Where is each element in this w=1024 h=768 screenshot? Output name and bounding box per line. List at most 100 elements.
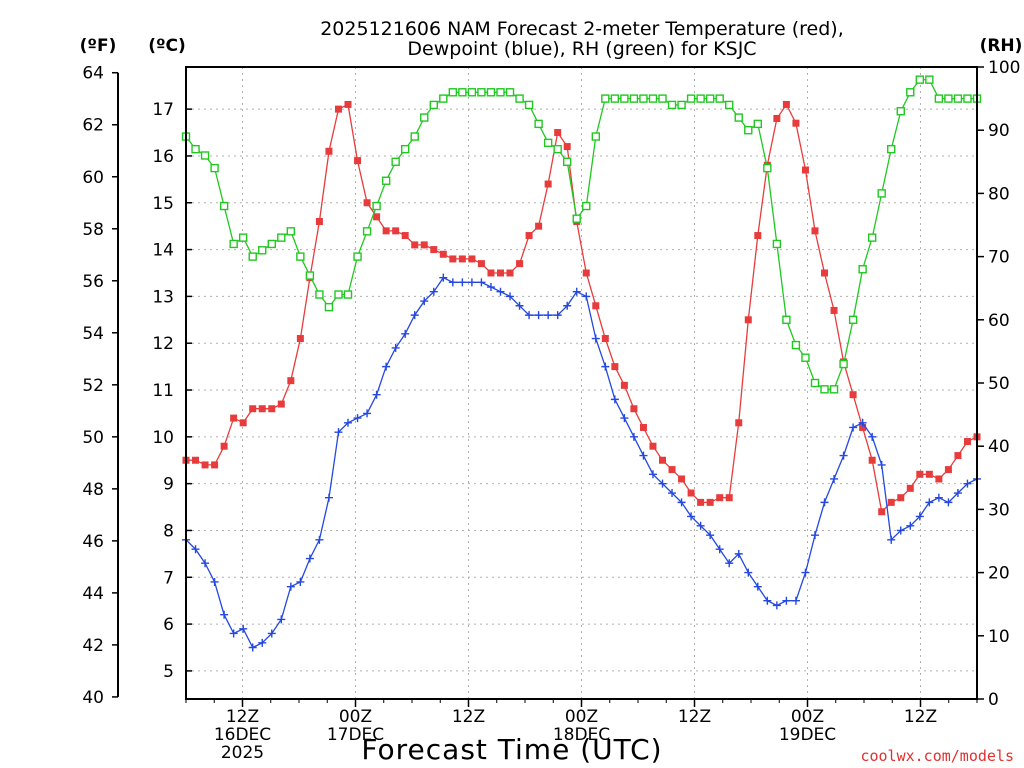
- rh-point: [696, 94, 705, 103]
- rh-point: [305, 271, 315, 280]
- temperature-point: [220, 442, 228, 450]
- temperature-point: [925, 470, 933, 478]
- dewpoint-point: [267, 629, 276, 638]
- rh-point: [610, 94, 620, 103]
- rh-point: [362, 227, 372, 236]
- temperature-point: [487, 269, 495, 277]
- temperature-point: [678, 475, 686, 483]
- temperature-point: [554, 129, 562, 137]
- dewpoint-point: [477, 278, 486, 287]
- temperature-point: [373, 213, 381, 221]
- celsius-axis-label: (ºC): [148, 36, 186, 56]
- temperature-point: [601, 335, 609, 343]
- temperature-point: [468, 255, 476, 263]
- fahrenheit-tick-label: 64: [82, 64, 104, 84]
- x-tick-label: 12Z: [678, 707, 711, 727]
- fahrenheit-axis-label: (ºF): [80, 36, 117, 56]
- dewpoint-point: [963, 479, 972, 488]
- rh-point: [858, 265, 867, 274]
- celsius-tick-label: 7: [163, 568, 174, 588]
- dewpoint-point: [725, 559, 734, 568]
- temperature-point: [392, 227, 400, 235]
- temperature-point: [449, 255, 457, 263]
- rh-point: [820, 385, 829, 394]
- rh-point: [572, 214, 581, 223]
- fahrenheit-tick-label: 58: [82, 220, 104, 240]
- dewpoint-point: [429, 287, 438, 296]
- rh-point: [715, 94, 724, 103]
- temperature-point: [859, 423, 867, 431]
- dewpoint-point: [353, 414, 362, 423]
- rh-tick-label: 90: [988, 121, 1010, 141]
- rh-point: [810, 378, 820, 388]
- dewpoint-point: [248, 643, 257, 652]
- dewpoint-point: [401, 329, 410, 338]
- dewpoint-point: [953, 489, 962, 498]
- rh-point: [667, 100, 677, 110]
- rh-point: [782, 315, 791, 324]
- dewpoint-point: [201, 559, 210, 568]
- temperature-point: [801, 166, 809, 174]
- dewpoint-point: [296, 577, 305, 586]
- dewpoint-point: [534, 311, 543, 320]
- dewpoint-point: [620, 414, 629, 423]
- dewpoint-point: [467, 278, 476, 287]
- dewpoint-point: [763, 596, 772, 605]
- rh-point: [258, 246, 267, 255]
- chart-title-line-1: 2025121606 NAM Forecast 2-meter Temperat…: [320, 18, 844, 40]
- fahrenheit-tick-label: 54: [82, 324, 104, 344]
- rh-point: [658, 94, 667, 103]
- rh-point: [210, 163, 219, 173]
- dewpoint-point: [372, 390, 381, 399]
- temperature-point: [773, 114, 781, 122]
- temperature-point: [287, 377, 295, 385]
- temperature-point: [382, 227, 390, 235]
- temperature-point: [897, 494, 905, 502]
- dewpoint-point: [563, 301, 572, 310]
- fahrenheit-tick-label: 60: [82, 168, 104, 188]
- rh-point: [906, 88, 915, 97]
- celsius-tick-label: 16: [152, 147, 174, 167]
- dewpoint-point: [877, 460, 886, 469]
- rh-point: [744, 125, 753, 135]
- dewpoint-point: [458, 278, 467, 287]
- celsius-tick-label: 8: [163, 521, 174, 541]
- temperature-point: [744, 316, 752, 324]
- rh-point: [229, 239, 238, 249]
- dewpoint-point: [439, 273, 448, 282]
- dewpoint-point: [687, 512, 696, 521]
- dewpoint-point: [315, 535, 324, 544]
- temperature-point: [477, 260, 485, 268]
- temperature-point: [792, 119, 800, 127]
- dewpoint-point: [677, 498, 686, 507]
- temperature-point: [630, 405, 638, 413]
- temperature-point: [201, 461, 209, 469]
- temperature-point: [516, 260, 524, 268]
- rh-point: [343, 290, 353, 299]
- dewpoint-point: [925, 498, 934, 507]
- rh-point: [887, 144, 896, 154]
- rh-point: [772, 239, 782, 249]
- rh-point: [582, 201, 591, 211]
- rh-point: [563, 157, 572, 167]
- fahrenheit-tick-label: 56: [82, 272, 104, 292]
- rh-point: [372, 201, 381, 211]
- rh-point: [296, 252, 305, 261]
- dewpoint-point: [830, 474, 839, 483]
- rh-tick-label: 20: [988, 564, 1010, 584]
- rh-point: [486, 88, 496, 97]
- dewpoint-point: [629, 432, 638, 441]
- x-tick-label: 12Z: [226, 707, 259, 727]
- rh-tick-label: 30: [988, 500, 1010, 520]
- dewpoint-point: [668, 489, 677, 498]
- temperature-point: [878, 508, 886, 516]
- temperature-point: [544, 180, 552, 188]
- fahrenheit-axis: 40 42 44 46 48 50 52 54 56 58 60 62 64: [82, 64, 119, 708]
- x-tick-label: 00Z: [339, 707, 372, 727]
- fahrenheit-tick-label: 48: [82, 480, 104, 500]
- celsius-tick-label: 14: [152, 241, 174, 261]
- x-tick-label: 17DEC: [327, 725, 384, 745]
- temperature-point: [906, 484, 914, 492]
- temperature-point: [354, 157, 362, 165]
